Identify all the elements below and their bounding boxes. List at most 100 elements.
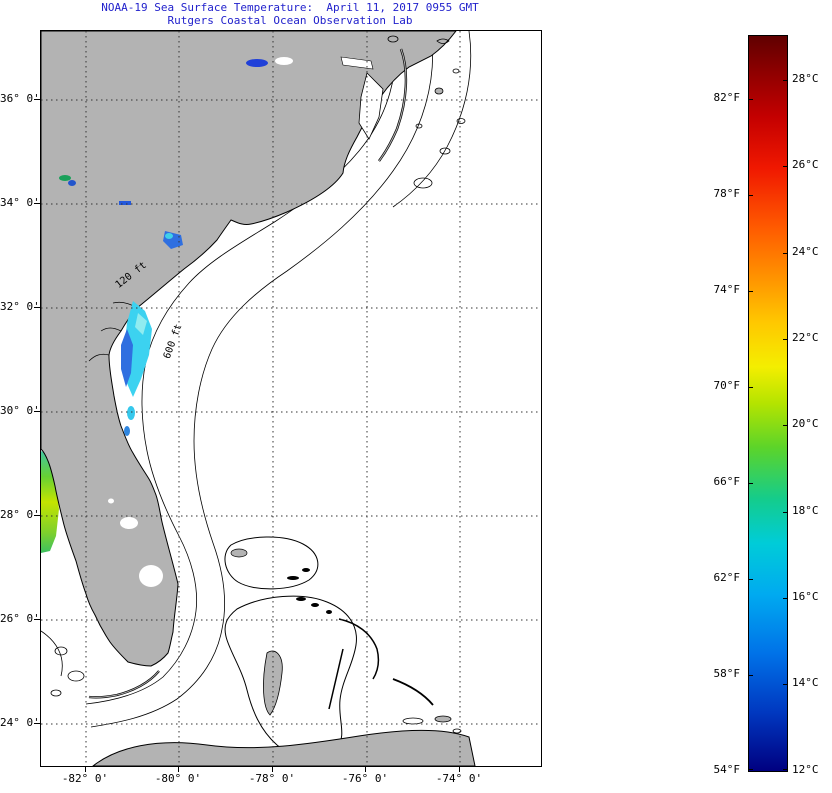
colorbar-c-tick xyxy=(783,769,787,770)
sst-patch-coastal-lightcyan xyxy=(135,313,147,335)
sst-speck xyxy=(165,233,173,239)
colorbar-c-tick xyxy=(783,253,787,254)
depth-contour-loop xyxy=(54,646,68,656)
colorbar-f-tick xyxy=(749,387,753,388)
land-us-southeast xyxy=(41,31,457,667)
colorbar-c-label: 14°C xyxy=(792,676,819,689)
river xyxy=(88,353,110,362)
x-axis-tick xyxy=(272,766,273,772)
small-island xyxy=(436,38,450,44)
colorbar-f-label: 54°F xyxy=(713,763,741,776)
y-axis-tick xyxy=(34,619,40,620)
colorbar-c-label: 20°C xyxy=(792,417,819,430)
depth-contour-outer xyxy=(392,31,472,208)
cuba-landmass xyxy=(92,729,476,766)
colorbar-c-tick xyxy=(783,166,787,167)
y-axis-tick-label: 36° 0' xyxy=(0,92,40,105)
map-header: NOAA-19 Sea Surface Temperature: April 1… xyxy=(40,1,540,27)
sst-patch-coastal-blue xyxy=(121,329,133,387)
colorbar-c-label: 24°C xyxy=(792,245,819,258)
colorbar-gradient xyxy=(749,36,787,771)
bahama-island-arc xyxy=(392,678,434,706)
bahama-island-outline xyxy=(402,717,424,725)
map-canvas xyxy=(41,31,541,766)
bahama-island-outline xyxy=(452,728,462,734)
y-axis-tick xyxy=(34,99,40,100)
depth-contour-loop xyxy=(67,670,85,682)
bahama-island-black xyxy=(311,603,319,607)
eleuthera-island xyxy=(338,618,380,680)
page-title-line2: Rutgers Coastal Ocean Observation Lab xyxy=(167,14,413,27)
colorbar-f-label: 62°F xyxy=(713,571,741,584)
colorbar-c-tick xyxy=(783,80,787,81)
depth-contour-loop xyxy=(439,147,451,155)
y-axis-tick-label: 24° 0' xyxy=(0,716,40,729)
colorbar-c-label: 22°C xyxy=(792,331,819,344)
page-title-line1: NOAA-19 Sea Surface Temperature: April 1… xyxy=(101,1,479,14)
bahama-bank-north xyxy=(224,536,319,590)
bahama-island-black xyxy=(296,597,306,601)
colorbar-f-label: 82°F xyxy=(713,91,741,104)
sst-speck xyxy=(59,175,71,181)
y-axis-tick-label: 30° 0' xyxy=(0,404,40,417)
colorbar-f-tick xyxy=(749,291,753,292)
depth-contour-shelf xyxy=(90,31,434,728)
sst-patch-gulf-green xyxy=(41,451,59,553)
bahama-island-black xyxy=(302,568,310,572)
colorbar-f-label: 74°F xyxy=(713,283,741,296)
y-axis-tick xyxy=(34,515,40,516)
colorbar-f-label: 66°F xyxy=(713,475,741,488)
y-axis-tick-label: 28° 0' xyxy=(0,508,40,521)
small-island xyxy=(452,68,460,74)
pamlico-sound xyxy=(358,72,384,140)
y-axis-tick xyxy=(34,307,40,308)
y-axis-tick-label: 26° 0' xyxy=(0,612,40,625)
colorbar-c-label: 18°C xyxy=(792,504,819,517)
y-axis-tick-label: 34° 0' xyxy=(0,196,40,209)
cloud-white-speck xyxy=(275,57,293,65)
depth-contour-squiggle xyxy=(41,630,63,677)
lake-white-patch xyxy=(108,498,114,504)
bahama-island-black xyxy=(287,576,299,580)
x-axis-tick-label: -76° 0' xyxy=(341,772,389,785)
colorbar-c-label: 16°C xyxy=(792,590,819,603)
colorbar-f-tick xyxy=(749,195,753,196)
florida-keys xyxy=(88,670,160,698)
albemarle-sound xyxy=(340,56,374,70)
y-axis-tick xyxy=(34,411,40,412)
y-axis-tick-label: 32° 0' xyxy=(0,300,40,313)
map-plot: 120 ft 600 ft xyxy=(40,30,542,767)
x-axis-tick xyxy=(178,766,179,772)
colorbar-c-tick xyxy=(783,598,787,599)
colorbar-f-tick xyxy=(749,675,753,676)
small-island xyxy=(456,118,466,124)
x-axis-tick xyxy=(459,766,460,772)
river xyxy=(100,327,122,332)
colorbar-c-label: 28°C xyxy=(792,72,819,85)
y-axis-tick xyxy=(34,203,40,204)
x-axis-tick xyxy=(85,766,86,772)
colorbar-f-tick xyxy=(749,579,753,580)
depth-contour-loop xyxy=(413,177,433,189)
colorbar-f-label: 58°F xyxy=(713,667,741,680)
x-axis-tick-label: -74° 0' xyxy=(435,772,483,785)
colorbar-f-tick xyxy=(749,483,753,484)
colorbar-c-tick xyxy=(783,339,787,340)
depth-contour-loop xyxy=(50,689,62,697)
lake-okeechobee xyxy=(139,565,163,587)
y-axis-tick xyxy=(34,723,40,724)
bahama-island-gray xyxy=(434,715,452,723)
exuma-chain xyxy=(328,648,344,710)
colorbar-c-tick xyxy=(783,684,787,685)
small-island xyxy=(387,35,399,43)
sst-speck xyxy=(68,180,76,186)
outer-banks-island xyxy=(378,48,407,162)
colorbar-f-tick xyxy=(749,769,753,770)
bahama-island-gray xyxy=(230,548,248,558)
small-island xyxy=(415,123,423,129)
x-axis-tick-label: -78° 0' xyxy=(248,772,296,785)
x-axis-tick-label: -80° 0' xyxy=(154,772,202,785)
sst-speck xyxy=(119,201,131,205)
colorbar-f-tick xyxy=(749,99,753,100)
colorbar-f-label: 70°F xyxy=(713,379,741,392)
